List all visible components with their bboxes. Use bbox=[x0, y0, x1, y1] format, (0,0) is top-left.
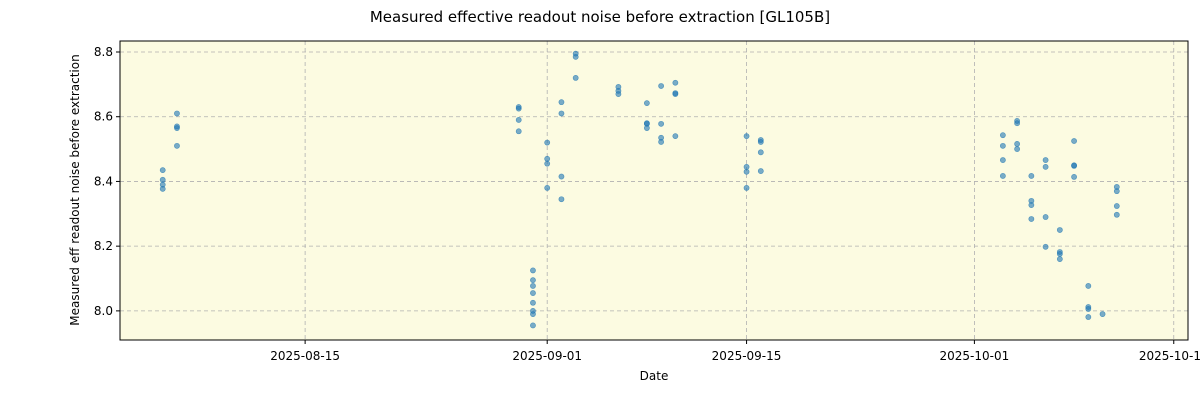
x-tick-label: 2025-08-15 bbox=[270, 349, 340, 363]
point bbox=[1113, 188, 1120, 195]
point bbox=[1042, 157, 1049, 163]
point bbox=[1042, 243, 1049, 250]
point bbox=[530, 277, 536, 284]
point bbox=[530, 311, 536, 318]
point bbox=[1071, 163, 1077, 169]
point bbox=[544, 155, 551, 162]
point bbox=[558, 173, 565, 180]
y-tick-label: 8.2 bbox=[94, 239, 113, 253]
point bbox=[1042, 163, 1049, 170]
point bbox=[672, 133, 679, 140]
point bbox=[1071, 174, 1077, 180]
x-tick-label: 2025-10-01 bbox=[940, 349, 1010, 363]
point bbox=[544, 185, 551, 191]
point bbox=[558, 99, 565, 106]
point bbox=[159, 167, 166, 174]
y-tick-label: 8.6 bbox=[94, 110, 113, 124]
point bbox=[1113, 203, 1120, 209]
point bbox=[1085, 314, 1092, 320]
point bbox=[658, 120, 665, 127]
point bbox=[1056, 251, 1063, 257]
point bbox=[544, 139, 551, 146]
x-tick-label: 2025-09-15 bbox=[712, 349, 782, 363]
point bbox=[757, 149, 764, 156]
point bbox=[159, 176, 166, 183]
point bbox=[159, 185, 166, 192]
point bbox=[743, 163, 750, 170]
point bbox=[174, 110, 180, 117]
point bbox=[530, 267, 536, 274]
point bbox=[515, 117, 522, 123]
y-tick-label: 8.8 bbox=[94, 45, 113, 59]
point bbox=[1099, 311, 1106, 318]
x-axis-label: Date bbox=[640, 369, 669, 383]
point bbox=[1042, 214, 1049, 220]
point bbox=[544, 160, 551, 167]
point bbox=[658, 139, 665, 145]
point bbox=[174, 125, 180, 131]
y-tick-label: 8.0 bbox=[94, 304, 113, 318]
point bbox=[1014, 146, 1021, 152]
point bbox=[558, 196, 565, 203]
x-tick-label: 2025-09-01 bbox=[512, 349, 582, 363]
point bbox=[658, 83, 665, 89]
point bbox=[1056, 256, 1063, 263]
point bbox=[530, 322, 536, 329]
chart-title: Measured effective readout noise before … bbox=[370, 8, 830, 26]
point bbox=[615, 91, 622, 97]
point bbox=[643, 100, 650, 107]
point bbox=[743, 185, 750, 191]
point bbox=[1071, 138, 1077, 144]
point bbox=[515, 105, 522, 112]
point bbox=[530, 299, 536, 306]
point bbox=[999, 142, 1006, 149]
point bbox=[1113, 211, 1120, 218]
point bbox=[1014, 120, 1021, 127]
point bbox=[572, 74, 579, 81]
point bbox=[1028, 216, 1035, 222]
point bbox=[643, 125, 650, 131]
plot-frame bbox=[119, 40, 1189, 341]
point bbox=[572, 53, 579, 60]
point bbox=[530, 283, 536, 289]
y-tick-label: 8.4 bbox=[94, 174, 113, 188]
point bbox=[743, 168, 750, 175]
point bbox=[1085, 306, 1092, 312]
y-axis-label: Measured eff readout noise before extrac… bbox=[68, 54, 82, 325]
point bbox=[672, 91, 679, 97]
point bbox=[999, 132, 1006, 139]
point bbox=[530, 290, 536, 296]
point bbox=[515, 128, 522, 135]
point bbox=[558, 110, 565, 117]
point bbox=[1056, 227, 1063, 233]
point bbox=[174, 142, 180, 149]
point bbox=[1085, 283, 1092, 289]
point bbox=[1028, 173, 1035, 179]
point bbox=[672, 79, 679, 86]
point bbox=[757, 139, 764, 145]
point bbox=[757, 168, 764, 174]
point bbox=[1028, 202, 1035, 208]
point bbox=[999, 173, 1006, 179]
point bbox=[743, 133, 750, 140]
plot-area bbox=[120, 41, 1188, 340]
x-tick-label: 2025-10-15 bbox=[1139, 349, 1200, 363]
point bbox=[1014, 141, 1021, 147]
point bbox=[999, 157, 1006, 163]
